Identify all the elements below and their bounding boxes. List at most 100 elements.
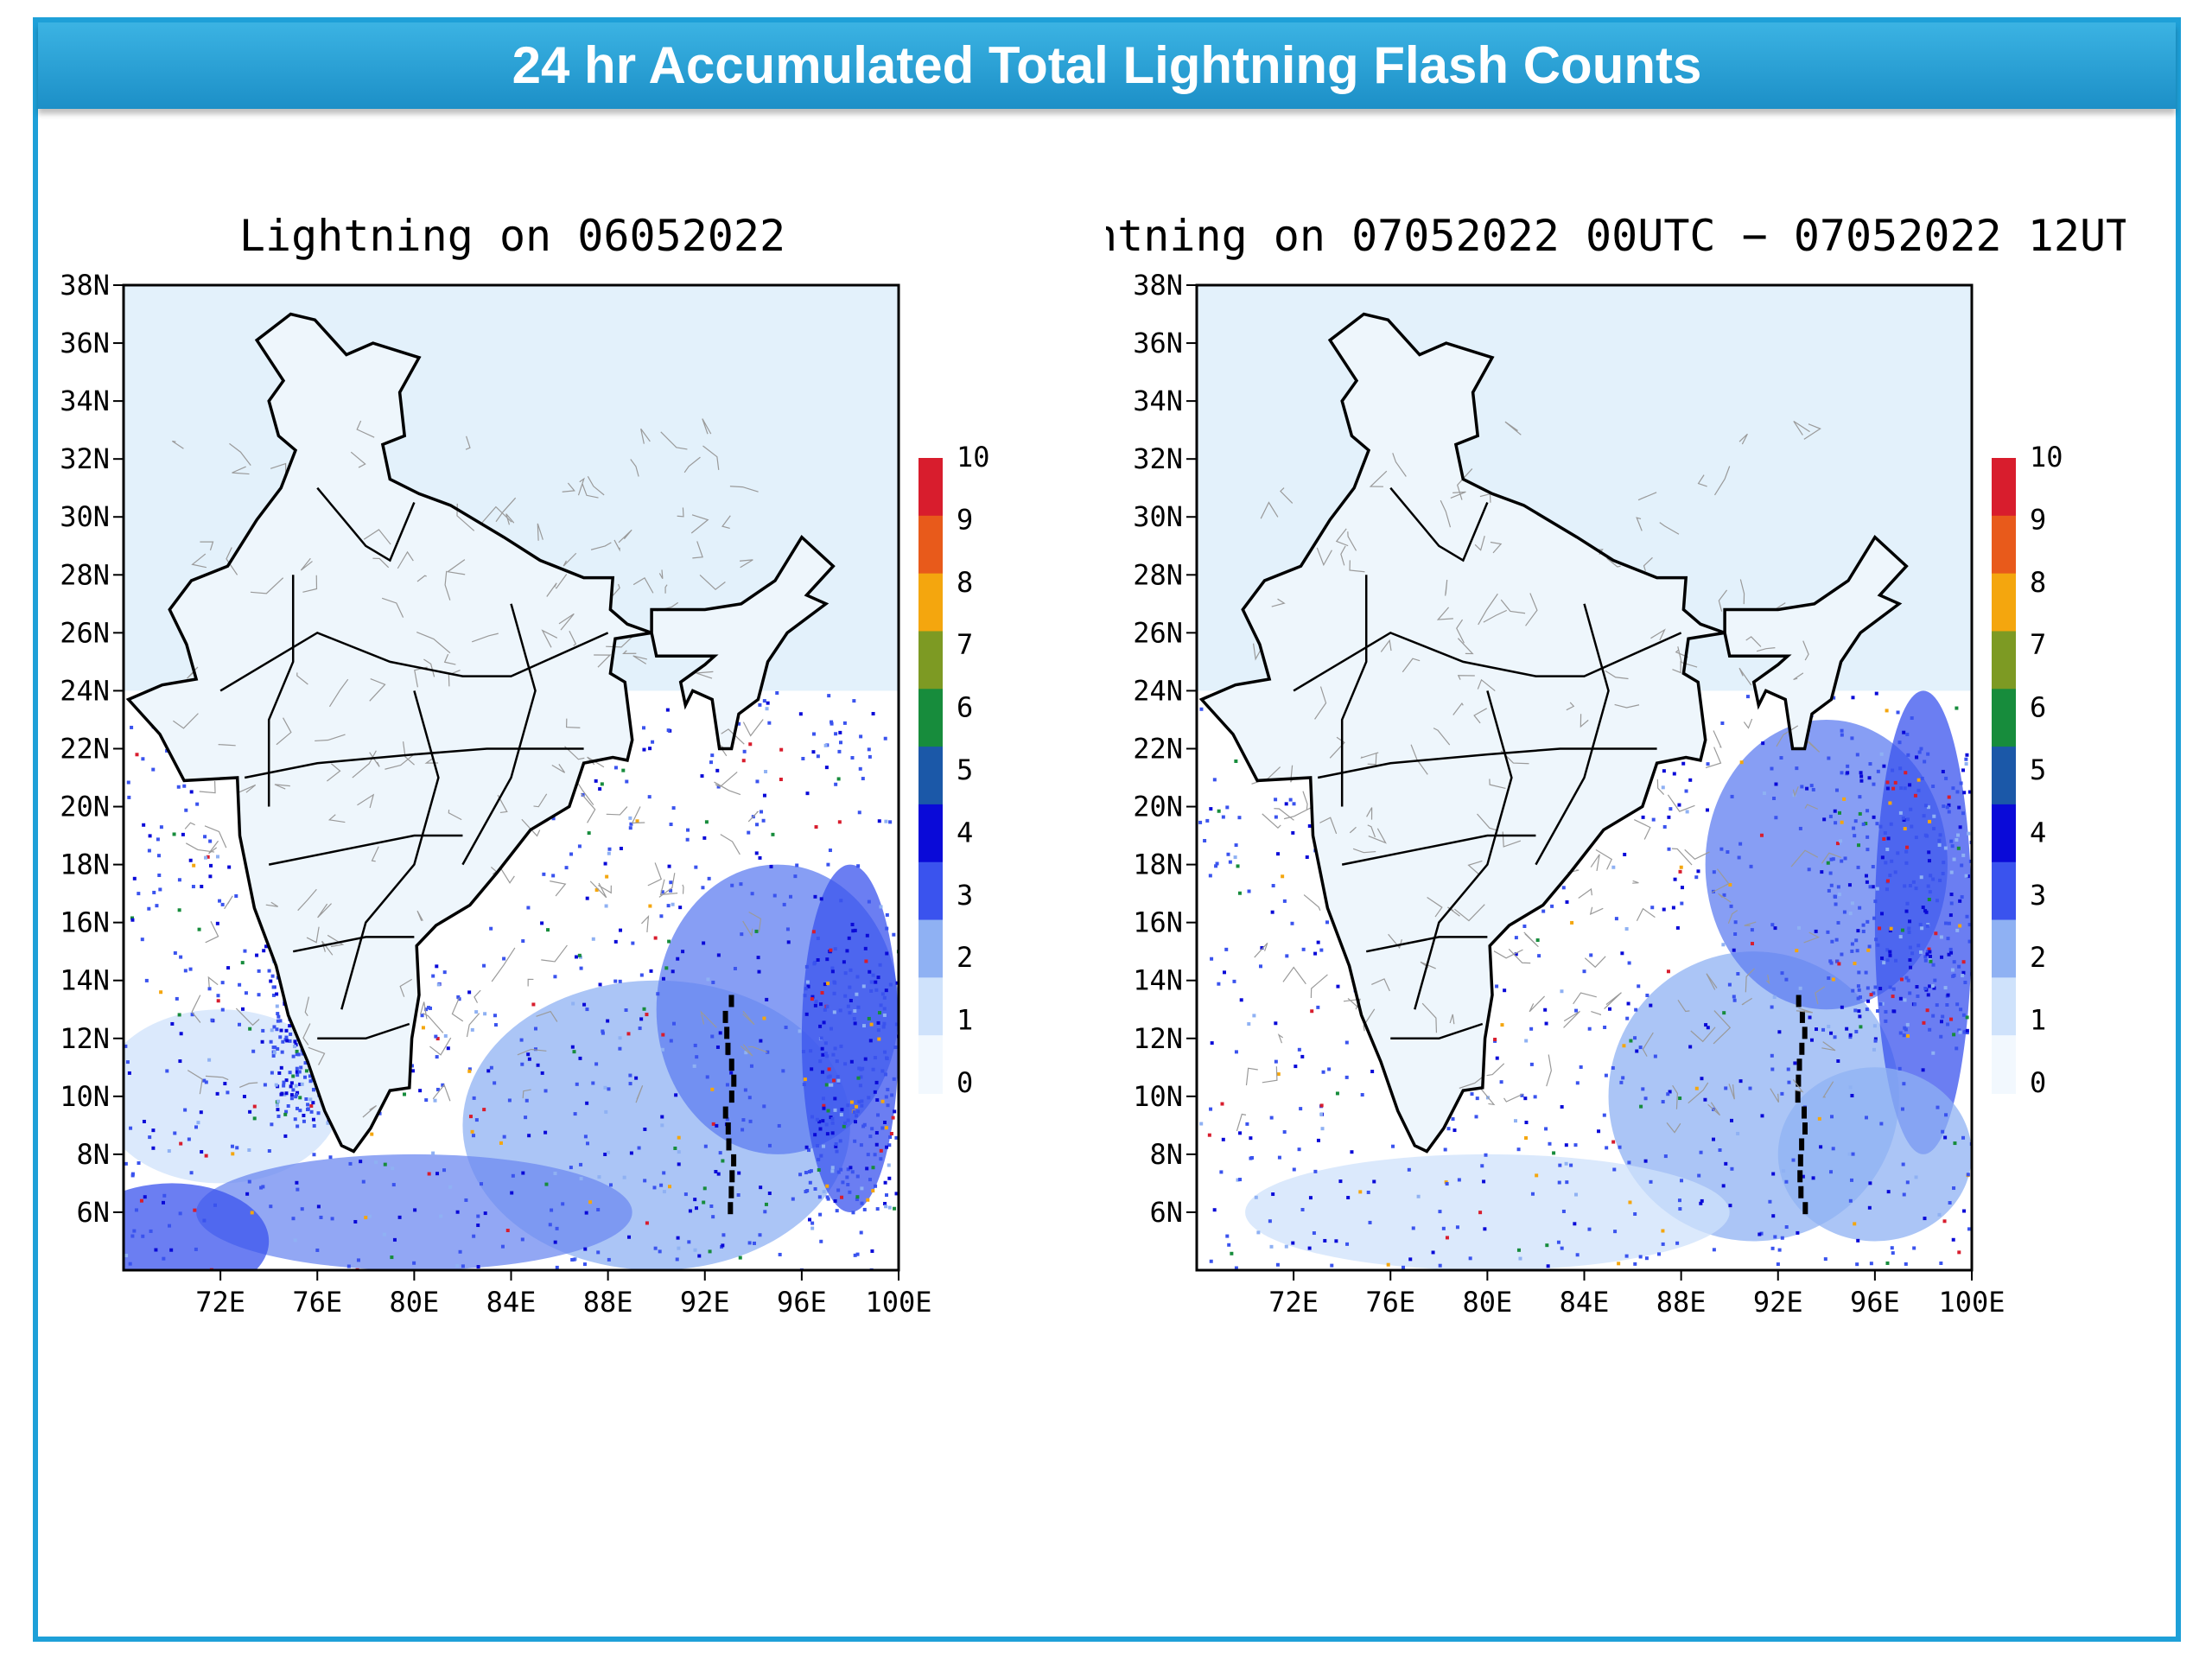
lightning-density-field [124, 285, 899, 1270]
lat-tick-label: 34N [1133, 385, 1183, 417]
india-outline [125, 312, 836, 1154]
state-boundaries [1293, 486, 1682, 1040]
colorbar-label: 4 [2030, 816, 2046, 849]
lat-tick-label: 24N [60, 674, 110, 707]
colorbar-swatch [1992, 689, 2016, 748]
lat-tick-label: 18N [60, 849, 110, 881]
colorbar-swatch [1992, 861, 2016, 921]
lat-tick-label: 14N [60, 964, 110, 997]
lon-tick-label: 80E [1462, 1286, 1512, 1319]
lat-tick-label: 14N [1133, 964, 1183, 997]
colorbar-label: 7 [2030, 628, 2046, 661]
colorbar-label: 0 [957, 1066, 973, 1099]
colorbar-label: 8 [2030, 566, 2046, 599]
lon-tick-label: 72E [1268, 1286, 1319, 1319]
colorbar-label: 2 [2030, 941, 2046, 974]
colorbar-label: 4 [957, 816, 973, 849]
lat-tick-label: 22N [60, 732, 110, 765]
colorbar-swatch [1992, 1035, 2016, 1094]
lon-tick-label: 80E [389, 1286, 439, 1319]
colorbar-label: 3 [2030, 879, 2046, 912]
lon-tick-label: 76E [1365, 1286, 1415, 1319]
map-title: Lightning on 06052022 [239, 211, 785, 261]
lat-tick-label: 16N [60, 906, 110, 939]
lightning-density-field [1197, 285, 1972, 1270]
lat-tick-label: 12N [60, 1022, 110, 1055]
state-boundaries [219, 486, 609, 1040]
colorbar-label: 6 [2030, 691, 2046, 724]
lat-tick-label: 32N [1133, 442, 1183, 475]
colorbar-label: 6 [957, 691, 973, 724]
colorbar-label: 9 [957, 503, 973, 536]
colorbar-label: 1 [2030, 1004, 2046, 1037]
lon-tick-label: 92E [680, 1286, 730, 1319]
lat-tick-label: 6N [1149, 1196, 1183, 1229]
lat-tick-label: 10N [1133, 1080, 1183, 1113]
colorbar-label: 7 [957, 628, 973, 661]
lon-tick-label: 88E [583, 1286, 633, 1319]
colorbar-swatch [918, 747, 943, 805]
colorbar-label: 3 [957, 879, 973, 912]
lon-tick-label: 100E [1938, 1286, 2005, 1319]
lat-tick-label: 30N [1133, 500, 1183, 533]
lat-tick-label: 38N [60, 269, 110, 302]
lat-tick-label: 22N [1133, 732, 1183, 765]
colorbar-label: 10 [2030, 441, 2063, 474]
lat-tick-label: 6N [76, 1196, 110, 1229]
colorbar-label: 9 [2030, 503, 2046, 536]
lon-tick-label: 72E [195, 1286, 245, 1319]
colorbar-label: 0 [2030, 1066, 2046, 1099]
lightning-map-06052022: Lightning on 0605202238N36N34N32N30N28N2… [60, 211, 990, 1319]
lat-tick-label: 16N [1133, 906, 1183, 939]
lat-tick-label: 12N [1133, 1022, 1183, 1055]
colorbar-swatch [1992, 458, 2016, 517]
lat-tick-label: 36N [1133, 327, 1183, 359]
colorbar-swatch [918, 689, 943, 748]
colorbar-swatch [918, 458, 943, 517]
india-outline [1198, 312, 1909, 1154]
colorbar-swatch [1992, 573, 2016, 632]
colorbar-swatch [918, 515, 943, 575]
colorbar-swatch [1992, 631, 2016, 690]
map-title: Lightning on 07052022 00UTC − 07052022 1… [1106, 211, 2126, 261]
lat-tick-label: 36N [60, 327, 110, 359]
lat-tick-label: 24N [1133, 674, 1183, 707]
colorbar-swatch [918, 631, 943, 690]
district-boundaries [1236, 420, 1842, 1134]
colorbar-swatch [918, 804, 943, 863]
lat-tick-label: 30N [60, 500, 110, 533]
colorbar-label: 8 [957, 566, 973, 599]
lat-tick-label: 20N [1133, 791, 1183, 823]
colorbar-swatch [918, 977, 943, 1037]
colorbar-label: 10 [957, 441, 990, 474]
lat-tick-label: 28N [1133, 558, 1183, 591]
colorbar-swatch [918, 861, 943, 921]
district-boundaries [171, 418, 768, 1118]
lon-tick-label: 96E [777, 1286, 827, 1319]
colorbar-swatch [1992, 919, 2016, 979]
lon-tick-label: 100E [865, 1286, 931, 1319]
map-panel-left: Lightning on 06052022 38N 36N 34N 32N 30N 28N 2… [33, 199, 1052, 1348]
lat-tick-label: 26N [1133, 616, 1183, 649]
colorbar-swatch [1992, 515, 2016, 575]
slide-title: 24 hr Accumulated Total Lightning Flash … [38, 22, 2176, 109]
lat-tick-label: 34N [60, 385, 110, 417]
colorbar-label: 5 [2030, 753, 2046, 786]
colorbar-label: 1 [957, 1004, 973, 1037]
colorbar-label: 5 [957, 753, 973, 786]
lat-tick-label: 8N [1149, 1138, 1183, 1171]
map-panel-right: Lightning on 07052022 00UTC − 07052022 1… [1014, 199, 2158, 1348]
lon-tick-label: 96E [1850, 1286, 1900, 1319]
lat-tick-label: 32N [60, 442, 110, 475]
colorbar-swatch [918, 573, 943, 632]
lon-tick-label: 84E [486, 1286, 537, 1319]
lat-tick-label: 8N [76, 1138, 110, 1171]
lat-tick-label: 38N [1133, 269, 1183, 302]
lightning-map-07052022: Lightning on 07052022 00UTC − 07052022 1… [1014, 211, 2158, 1319]
colorbar-swatch [918, 1035, 943, 1094]
colorbar-swatch [1992, 747, 2016, 805]
colorbar-swatch [1992, 977, 2016, 1037]
lat-tick-label: 28N [60, 558, 110, 591]
